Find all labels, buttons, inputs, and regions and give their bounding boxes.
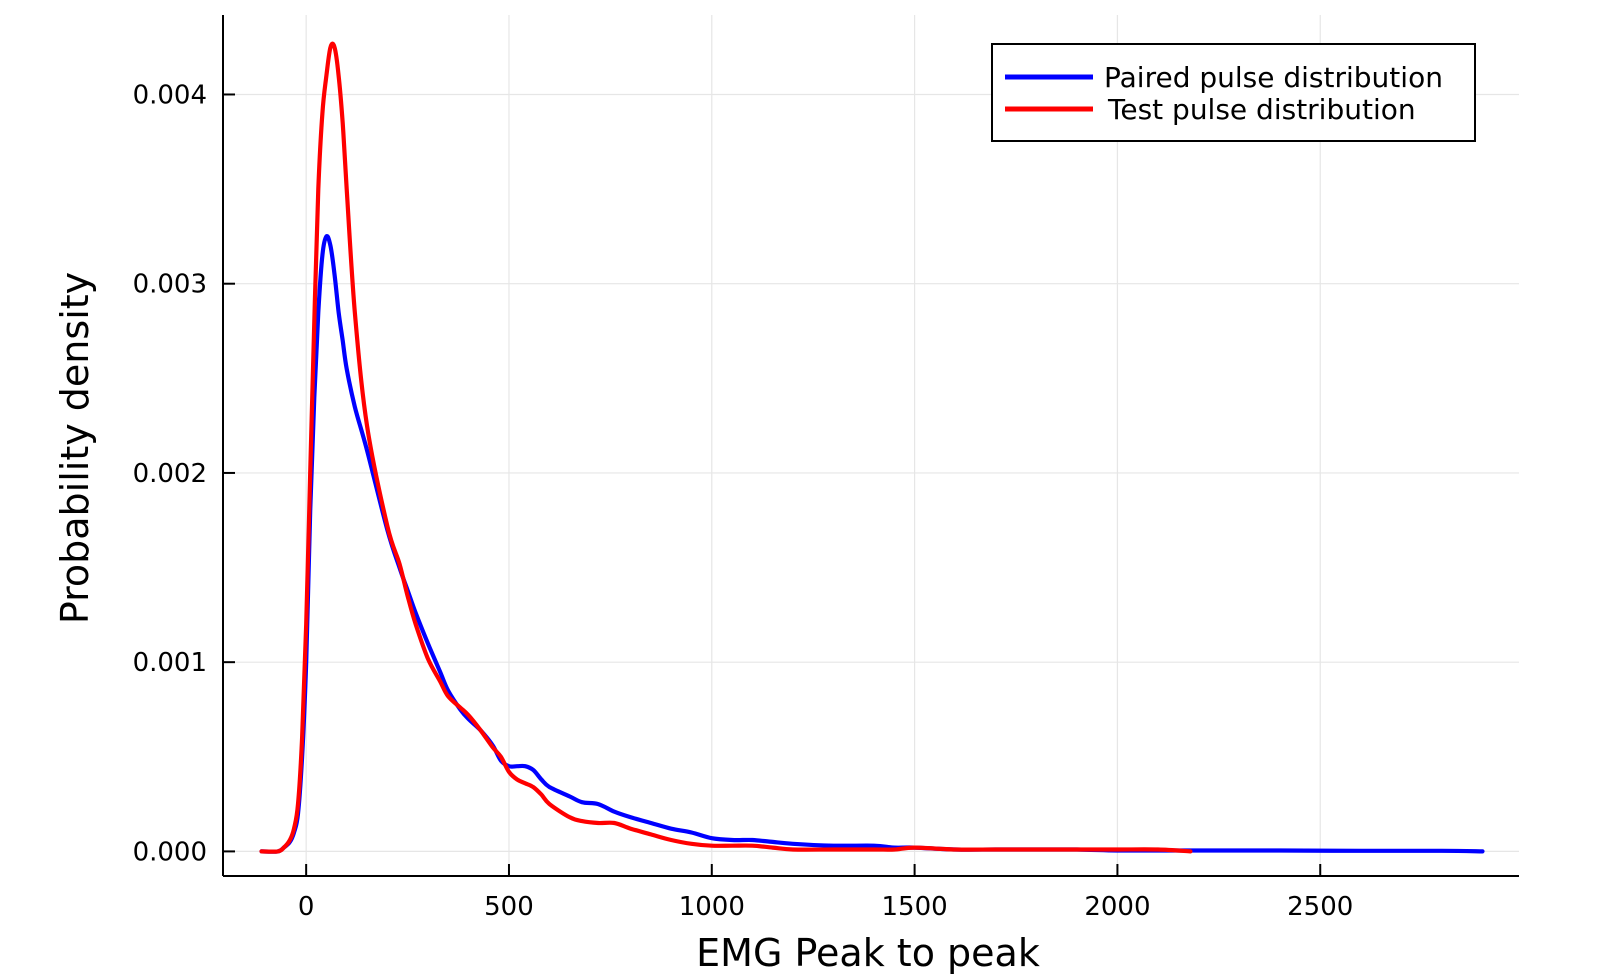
series-line-test-pulse bbox=[259, 41, 1193, 854]
legend-label-test: Test pulse distribution bbox=[1107, 93, 1416, 126]
y-tick-label: 0.000 bbox=[133, 837, 207, 867]
y-tick-label: 0.003 bbox=[133, 270, 207, 300]
x-tick-label: 0 bbox=[298, 892, 315, 922]
tick-labels: 0 500 1000 1500 2000 2500 0.000 0.001 0.002 0.003… bbox=[133, 80, 1354, 922]
y-tick-label: 0.004 bbox=[133, 80, 207, 110]
y-tick-label: 0.002 bbox=[133, 459, 207, 489]
y-axis-title: Probability density bbox=[53, 272, 97, 624]
axes bbox=[222, 15, 1519, 877]
x-tick-label: 2500 bbox=[1287, 892, 1353, 922]
grid bbox=[223, 15, 1519, 876]
x-axis-title: EMG Peak to peak bbox=[696, 931, 1040, 975]
x-tick-label: 500 bbox=[484, 892, 534, 922]
y-tick-label: 0.001 bbox=[133, 648, 207, 678]
series-line-paired-pulse bbox=[259, 233, 1485, 854]
legend-box bbox=[991, 43, 1476, 142]
x-tick-label: 1500 bbox=[882, 892, 948, 922]
legend: Paired pulse distribution Test pulse dis… bbox=[991, 43, 1476, 142]
legend-label-paired: Paired pulse distribution bbox=[1104, 61, 1443, 94]
series-lines bbox=[259, 41, 1485, 854]
x-tick-label: 2000 bbox=[1084, 892, 1150, 922]
x-tick-label: 1000 bbox=[679, 892, 745, 922]
